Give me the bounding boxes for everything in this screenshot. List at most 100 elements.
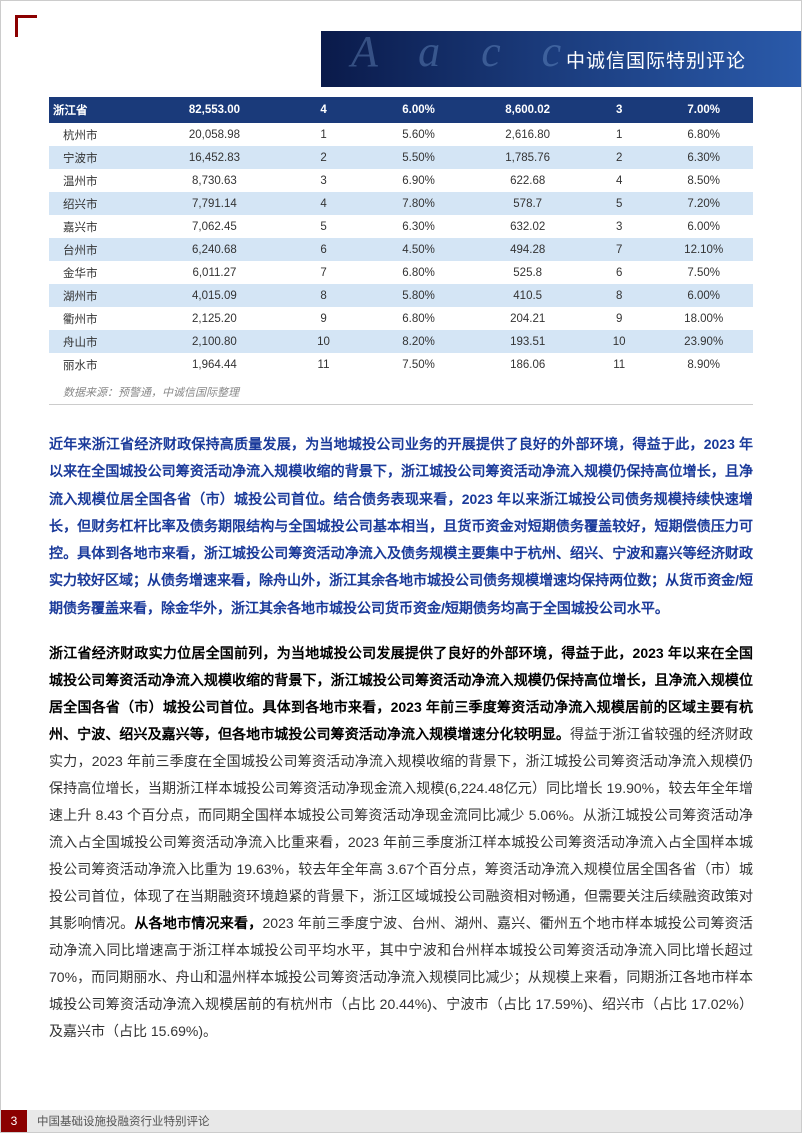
table-row: 湖州市4,015.0985.80%410.586.00% xyxy=(49,284,753,307)
table-cell: 20,058.98 xyxy=(148,123,282,146)
table-cell: 浙江省 xyxy=(49,97,148,123)
table-cell: 7.80% xyxy=(366,192,472,215)
table-cell: 7 xyxy=(584,238,654,261)
table-cell: 嘉兴市 xyxy=(49,215,148,238)
table-cell: 6.30% xyxy=(654,146,753,169)
table-cell: 7.50% xyxy=(366,353,472,376)
summary-paragraph: 近年来浙江省经济财政保持高质量发展，为当地城投公司业务的开展提供了良好的外部环境… xyxy=(49,431,753,622)
table-cell: 衢州市 xyxy=(49,307,148,330)
table-row: 温州市8,730.6336.90%622.6848.50% xyxy=(49,169,753,192)
table-row: 舟山市2,100.80108.20%193.511023.90% xyxy=(49,330,753,353)
content-area: 浙江省82,553.0046.00%8,600.0237.00%杭州市20,05… xyxy=(49,97,753,1092)
table-cell: 4,015.09 xyxy=(148,284,282,307)
table-cell: 12.10% xyxy=(654,238,753,261)
table-cell: 578.7 xyxy=(471,192,584,215)
table-cell: 11 xyxy=(584,353,654,376)
footer-caption: 中国基础设施投融资行业特别评论 xyxy=(27,1110,801,1132)
table-cell: 宁波市 xyxy=(49,146,148,169)
table-cell: 7,791.14 xyxy=(148,192,282,215)
table-cell: 1,785.76 xyxy=(471,146,584,169)
table-cell: 台州市 xyxy=(49,238,148,261)
table-cell: 82,553.00 xyxy=(148,97,282,123)
table-cell: 193.51 xyxy=(471,330,584,353)
table-row: 金华市6,011.2776.80%525.867.50% xyxy=(49,261,753,284)
table-cell: 8.20% xyxy=(366,330,472,353)
table-cell: 6.90% xyxy=(366,169,472,192)
table-cell: 2 xyxy=(281,146,365,169)
table-cell: 7,062.45 xyxy=(148,215,282,238)
table-cell: 5 xyxy=(281,215,365,238)
table-cell: 10 xyxy=(584,330,654,353)
table-cell: 9 xyxy=(281,307,365,330)
table-cell: 494.28 xyxy=(471,238,584,261)
province-data-table: 浙江省82,553.0046.00%8,600.0237.00%杭州市20,05… xyxy=(49,97,753,376)
table-cell: 6.30% xyxy=(366,215,472,238)
table-cell: 7.20% xyxy=(654,192,753,215)
table-row: 杭州市20,058.9815.60%2,616.8016.80% xyxy=(49,123,753,146)
page-number: 3 xyxy=(1,1110,27,1132)
table-cell: 4 xyxy=(584,169,654,192)
table-cell: 8,730.63 xyxy=(148,169,282,192)
table-cell: 温州市 xyxy=(49,169,148,192)
table-cell: 8.50% xyxy=(654,169,753,192)
table-cell: 186.06 xyxy=(471,353,584,376)
table-cell: 舟山市 xyxy=(49,330,148,353)
table-cell: 8 xyxy=(584,284,654,307)
table-cell: 8,600.02 xyxy=(471,97,584,123)
table-cell: 5.80% xyxy=(366,284,472,307)
table-cell: 525.8 xyxy=(471,261,584,284)
corner-ornament xyxy=(15,15,37,37)
page-container: 中诚信国际特别评论 浙江省82,553.0046.00%8,600.0237.0… xyxy=(0,0,802,1133)
header-title: 中诚信国际特别评论 xyxy=(566,46,746,73)
table-cell: 6.00% xyxy=(366,97,472,123)
table-cell: 2 xyxy=(584,146,654,169)
body-plain-1: 得益于浙江省较强的经济财政实力，2023 年前三季度在全国城投公司筹资活动净流入… xyxy=(49,726,753,931)
table-cell: 6 xyxy=(281,238,365,261)
table-cell: 2,125.20 xyxy=(148,307,282,330)
table-row: 丽水市1,964.44117.50%186.06118.90% xyxy=(49,353,753,376)
page-footer: 3 中国基础设施投融资行业特别评论 xyxy=(1,1110,801,1132)
table-cell: 410.5 xyxy=(471,284,584,307)
header-banner: 中诚信国际特别评论 xyxy=(321,31,801,87)
body-paragraph: 浙江省经济财政实力位居全国前列，为当地城投公司发展提供了良好的外部环境，得益于此… xyxy=(49,640,753,1045)
table-cell: 6.80% xyxy=(366,307,472,330)
table-cell: 6,011.27 xyxy=(148,261,282,284)
table-cell: 6.00% xyxy=(654,215,753,238)
body-bold-2: 从各地市情况来看， xyxy=(134,915,262,931)
table-cell: 1 xyxy=(281,123,365,146)
table-cell: 7 xyxy=(281,261,365,284)
table-cell: 5 xyxy=(584,192,654,215)
table-cell: 2,616.80 xyxy=(471,123,584,146)
body-plain-2: 2023 年前三季度宁波、台州、湖州、嘉兴、衢州五个地市样本城投公司筹资活动净流… xyxy=(49,915,753,1039)
table-cell: 5.50% xyxy=(366,146,472,169)
table-cell: 4 xyxy=(281,97,365,123)
table-cell: 绍兴市 xyxy=(49,192,148,215)
table-cell: 4 xyxy=(281,192,365,215)
table-cell: 6 xyxy=(584,261,654,284)
table-cell: 9 xyxy=(584,307,654,330)
table-cell: 8.90% xyxy=(654,353,753,376)
table-row: 宁波市16,452.8325.50%1,785.7626.30% xyxy=(49,146,753,169)
table-cell: 632.02 xyxy=(471,215,584,238)
table-cell: 16,452.83 xyxy=(148,146,282,169)
table-row: 浙江省82,553.0046.00%8,600.0237.00% xyxy=(49,97,753,123)
table-row: 台州市6,240.6864.50%494.28712.10% xyxy=(49,238,753,261)
table-cell: 7.00% xyxy=(654,97,753,123)
table-cell: 6.00% xyxy=(654,284,753,307)
table-source-note: 数据来源：预警通，中诚信国际整理 xyxy=(49,380,753,405)
table-cell: 6.80% xyxy=(366,261,472,284)
table-cell: 2,100.80 xyxy=(148,330,282,353)
table-cell: 7.50% xyxy=(654,261,753,284)
table-row: 嘉兴市7,062.4556.30%632.0236.00% xyxy=(49,215,753,238)
table-cell: 丽水市 xyxy=(49,353,148,376)
table-cell: 10 xyxy=(281,330,365,353)
table-cell: 金华市 xyxy=(49,261,148,284)
table-cell: 18.00% xyxy=(654,307,753,330)
table-cell: 湖州市 xyxy=(49,284,148,307)
table-cell: 3 xyxy=(584,215,654,238)
table-cell: 3 xyxy=(584,97,654,123)
table-row: 衢州市2,125.2096.80%204.21918.00% xyxy=(49,307,753,330)
table-cell: 6.80% xyxy=(654,123,753,146)
table-cell: 1,964.44 xyxy=(148,353,282,376)
table-cell: 杭州市 xyxy=(49,123,148,146)
